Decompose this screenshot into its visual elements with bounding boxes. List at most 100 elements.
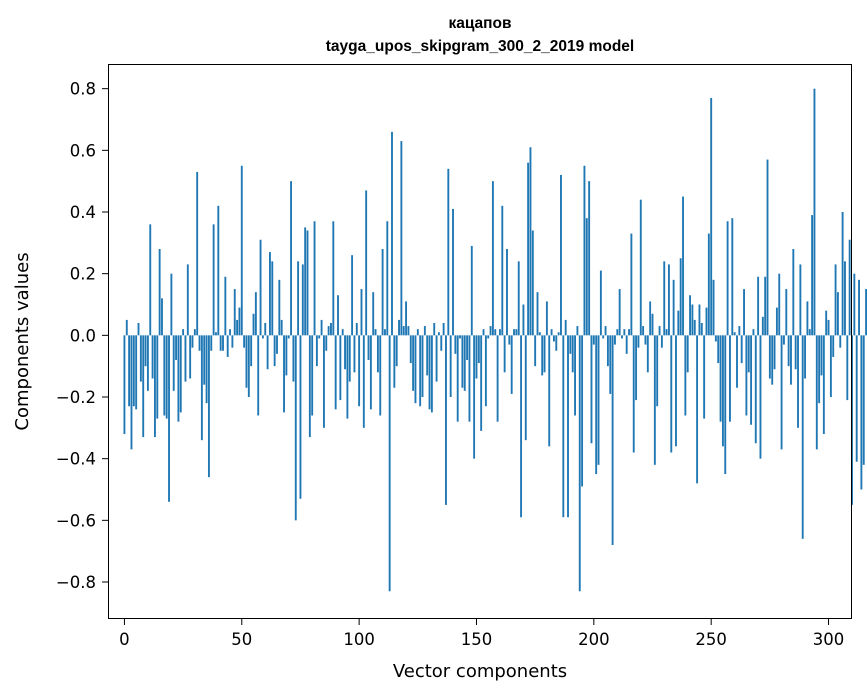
bar-component-93 <box>341 329 344 336</box>
bar-component-128 <box>423 326 426 336</box>
bar-component-25 <box>182 329 185 336</box>
bar-component-131 <box>430 335 433 413</box>
bar-component-192 <box>574 335 576 416</box>
bar-component-99 <box>355 323 358 336</box>
bar-component-197 <box>585 218 588 336</box>
bar-component-211 <box>618 289 621 336</box>
bar-component-233 <box>670 335 673 453</box>
bar-component-98 <box>353 335 356 373</box>
bar-component-5 <box>135 335 138 410</box>
bar-component-282 <box>785 289 788 336</box>
y-tick-label: 0.2 <box>70 265 96 284</box>
bar-component-168 <box>517 261 520 336</box>
bar-component-132 <box>433 323 436 336</box>
bar-component-143 <box>459 335 461 339</box>
bar-component-112 <box>386 221 389 336</box>
bar-component-261 <box>736 335 738 388</box>
bar-component-304 <box>836 292 839 336</box>
bar-component-122 <box>409 335 412 364</box>
bar-component-213 <box>623 329 626 336</box>
bar-component-67 <box>280 319 283 336</box>
bar-component-286 <box>794 335 797 370</box>
bar-component-18 <box>165 335 168 419</box>
bar-component-80 <box>311 335 314 416</box>
bar-component-315 <box>862 335 865 465</box>
bar-component-170 <box>522 304 525 336</box>
bar-component-22 <box>175 335 177 360</box>
bar-component-92 <box>339 335 342 401</box>
bar-component-7 <box>139 335 142 382</box>
chart-title-model: tayga_upos_skipgram_300_2_2019 model <box>326 38 634 55</box>
bar-component-198 <box>588 181 591 336</box>
bar-component-1 <box>125 319 128 336</box>
bar-component-154 <box>484 335 487 407</box>
bar-component-231 <box>665 329 668 336</box>
bar-component-222 <box>644 335 647 345</box>
bar-component-209 <box>614 335 616 345</box>
bar-component-180 <box>545 301 548 336</box>
bar-component-39 <box>215 332 217 336</box>
bar-component-248 <box>705 307 708 336</box>
bar-component-54 <box>250 335 253 367</box>
bar-component-267 <box>750 335 753 425</box>
bar-component-15 <box>158 249 161 336</box>
bar-component-293 <box>811 215 814 336</box>
bar-component-306 <box>841 212 844 336</box>
bar-component-73 <box>294 335 297 521</box>
bar-component-207 <box>609 335 612 394</box>
bar-component-34 <box>203 335 206 385</box>
bar-component-31 <box>196 171 199 336</box>
bar-component-172 <box>527 162 530 336</box>
bar-component-129 <box>426 335 429 376</box>
bar-component-21 <box>172 335 175 391</box>
bar-component-299 <box>825 310 828 336</box>
bar-component-171 <box>524 335 527 441</box>
bar-component-220 <box>639 199 642 336</box>
bar-component-212 <box>621 335 623 339</box>
bar-component-9 <box>144 335 147 367</box>
bar-component-240 <box>686 335 689 373</box>
bar-component-291 <box>806 301 809 336</box>
bar-component-60 <box>264 323 267 336</box>
bar-component-253 <box>717 335 720 364</box>
bar-component-305 <box>839 335 842 348</box>
y-tick-label: −0.8 <box>56 573 96 592</box>
bar-component-83 <box>318 335 321 339</box>
bar-component-255 <box>721 335 724 447</box>
bar-component-241 <box>689 295 691 336</box>
bar-component-89 <box>332 221 335 336</box>
bar-component-107 <box>374 329 377 336</box>
bar-component-239 <box>684 335 687 416</box>
bar-component-219 <box>637 335 640 348</box>
bar-component-296 <box>818 335 821 404</box>
bar-component-113 <box>388 335 391 592</box>
bar-component-115 <box>393 335 396 388</box>
bar-component-260 <box>733 332 736 336</box>
x-tick-label: 0 <box>119 630 130 649</box>
bar-component-189 <box>567 335 569 518</box>
chart-title-word: кацапов <box>448 15 511 32</box>
bar-component-223 <box>646 335 649 373</box>
bar-component-276 <box>771 335 774 385</box>
bar-component-82 <box>315 335 318 367</box>
bar-component-160 <box>499 329 501 336</box>
bar-component-85 <box>322 335 325 428</box>
bar-component-90 <box>334 335 337 410</box>
bar-component-11 <box>149 224 152 336</box>
bar-component-182 <box>550 329 553 336</box>
bar-component-81 <box>313 221 316 336</box>
bar-component-236 <box>677 310 680 336</box>
bar-component-184 <box>555 335 558 351</box>
bar-component-214 <box>625 335 628 354</box>
bar-component-272 <box>761 316 764 336</box>
bar-component-57 <box>257 335 260 416</box>
bar-component-183 <box>552 335 555 342</box>
x-tick-label: 150 <box>461 630 493 649</box>
bar-component-226 <box>653 335 656 465</box>
bar-component-142 <box>456 335 459 422</box>
bar-component-156 <box>489 326 492 336</box>
bar-component-133 <box>435 335 438 382</box>
bar-component-270 <box>757 276 760 336</box>
bar-component-2 <box>128 335 131 407</box>
bar-component-29 <box>191 335 194 348</box>
